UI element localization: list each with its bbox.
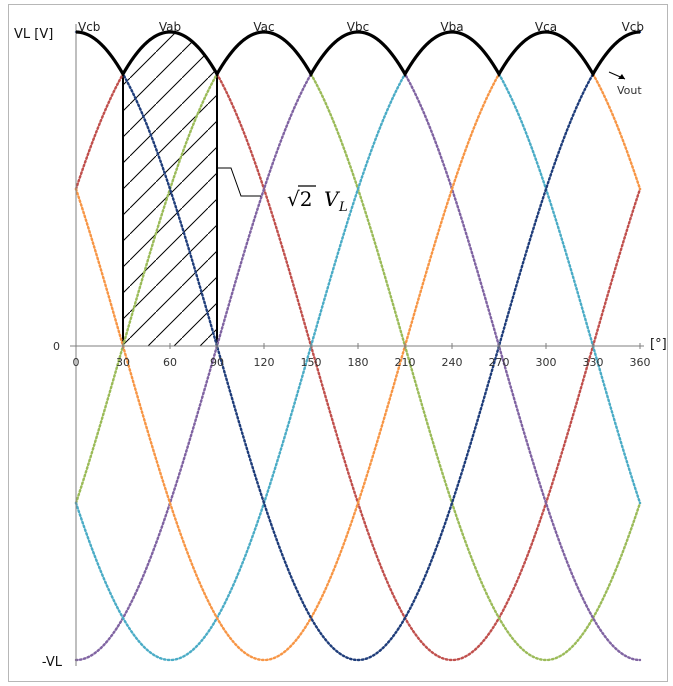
- vout-envelope: [75, 30, 641, 78]
- peak-annotation-symbol: V: [324, 187, 341, 211]
- peak-annotation-radical: √2: [287, 187, 312, 211]
- x-tick-label: 150: [301, 356, 322, 369]
- x-tick-label: 0: [73, 356, 80, 369]
- phase-label: Vac: [253, 20, 274, 34]
- phase-label: Vbc: [347, 20, 369, 34]
- chart-frame: [8, 4, 668, 682]
- vout-label: Vout: [617, 84, 642, 97]
- phase-label: Vba: [440, 20, 463, 34]
- phase-label: Vca: [535, 20, 557, 34]
- phase-label: Vcb: [78, 20, 100, 34]
- x-tick-label: 180: [348, 356, 369, 369]
- x-tick-label: 270: [489, 356, 510, 369]
- phase-label: Vab: [159, 20, 181, 34]
- peak-leader-line: [217, 167, 261, 197]
- x-axis-label: [°]: [650, 337, 667, 352]
- x-tick-label: 90: [210, 356, 224, 369]
- vout-arrowhead: [618, 74, 625, 79]
- series-line-5: [74, 30, 642, 662]
- x-tick-label: 30: [116, 356, 130, 369]
- phase-label: Vcb: [622, 20, 644, 34]
- x-tick-label: 120: [254, 356, 275, 369]
- x-tick-label: 60: [163, 356, 177, 369]
- y-axis-label: VL [V]: [14, 27, 53, 42]
- y-tick-label: 0: [53, 340, 60, 353]
- y-tick-label: -VL: [42, 655, 63, 670]
- x-tick-label: 330: [583, 356, 604, 369]
- peak-annotation-subscript: L: [338, 200, 348, 215]
- x-tick-label: 360: [630, 356, 651, 369]
- x-tick-label: 300: [536, 356, 557, 369]
- x-tick-label: 210: [395, 356, 416, 369]
- x-tick-label: 240: [442, 356, 463, 369]
